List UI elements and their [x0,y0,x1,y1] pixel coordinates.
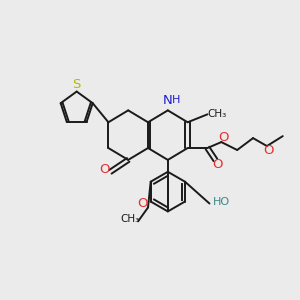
Text: HO: HO [213,196,230,206]
Text: S: S [73,78,81,91]
Text: N: N [163,94,173,107]
Text: H: H [172,95,180,106]
Text: O: O [264,145,274,158]
Text: CH₃: CH₃ [121,214,140,224]
Text: O: O [137,197,147,210]
Text: O: O [218,130,229,144]
Text: O: O [99,163,110,176]
Text: O: O [212,158,223,171]
Text: CH₃: CH₃ [208,109,227,119]
